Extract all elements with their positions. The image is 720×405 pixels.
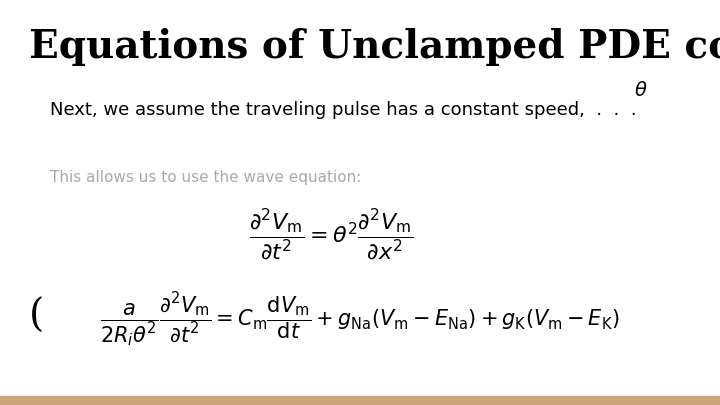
Text: Next, we assume the traveling pulse has a constant speed,  .  .  .: Next, we assume the traveling pulse has … xyxy=(50,101,637,119)
Bar xyxy=(0,396,720,405)
Text: $\dfrac{a}{2R_i\theta^2}\dfrac{\partial^2 V_{\mathrm{m}}}{\partial t^2} = C_{\ma: $\dfrac{a}{2R_i\theta^2}\dfrac{\partial^… xyxy=(100,291,620,349)
Text: $\dfrac{\partial^2 V_{\mathrm{m}}}{\partial t^2} = \theta^2 \dfrac{\partial^2 V_: $\dfrac{\partial^2 V_{\mathrm{m}}}{\part… xyxy=(249,207,413,262)
Text: (: ( xyxy=(29,297,44,335)
Text: This allows us to use the wave equation:: This allows us to use the wave equation: xyxy=(50,170,361,185)
Text: $\theta$: $\theta$ xyxy=(634,81,647,100)
Text: Equations of Unclamped PDE cont.: Equations of Unclamped PDE cont. xyxy=(29,28,720,66)
